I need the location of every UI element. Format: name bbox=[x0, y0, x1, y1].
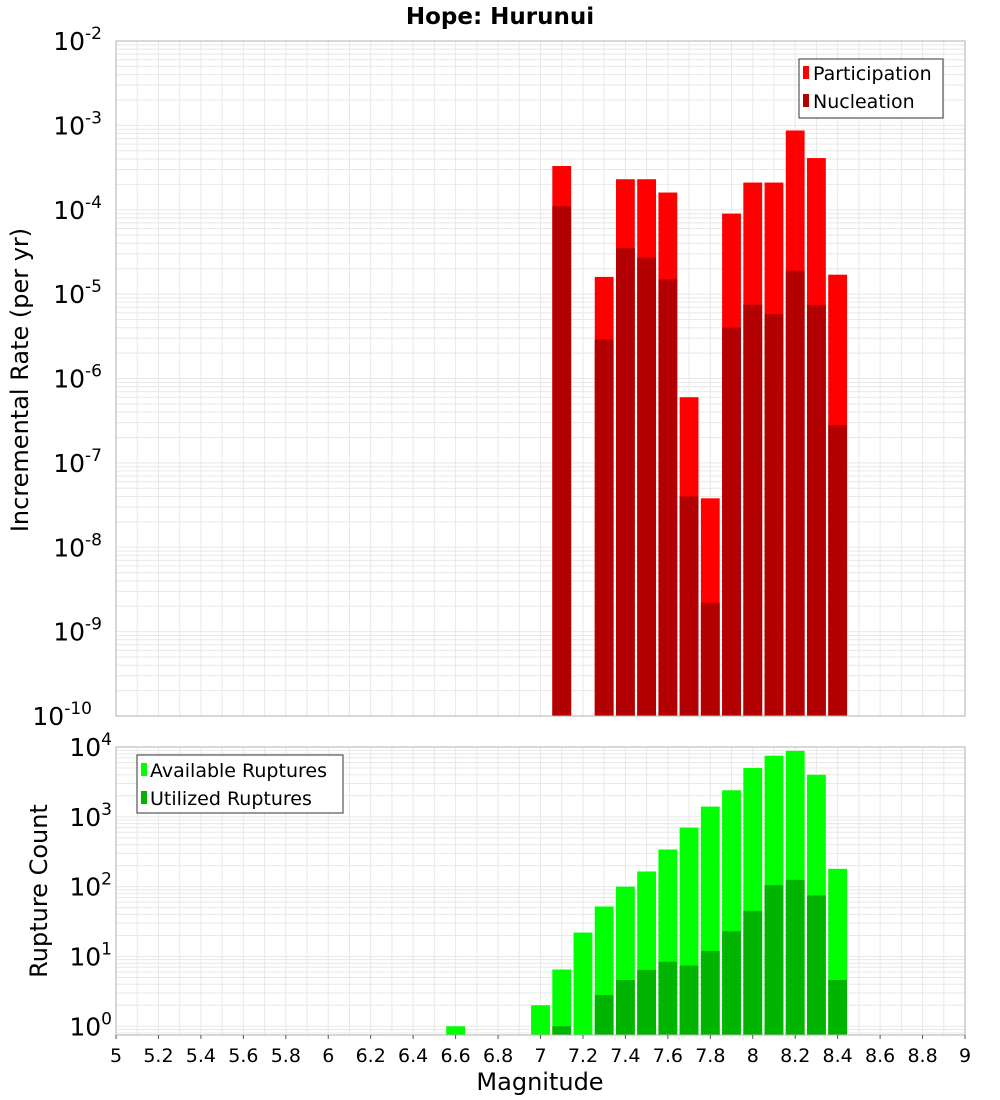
x-tick-label: 6.8 bbox=[483, 1045, 513, 1067]
y-tick-label: 10-9 bbox=[53, 615, 102, 647]
x-tick-label: 9 bbox=[959, 1045, 971, 1067]
bar-nucleation bbox=[785, 270, 805, 716]
x-tick-label: 6.6 bbox=[440, 1045, 470, 1067]
bar-nucleation bbox=[615, 248, 635, 717]
bar-utilized bbox=[807, 895, 826, 1035]
x-tick-label: 5.6 bbox=[228, 1045, 258, 1067]
bar-nucleation bbox=[552, 206, 572, 716]
bar-nucleation bbox=[700, 602, 720, 716]
x-tick-label: 7.4 bbox=[610, 1045, 640, 1067]
x-tick-label: 6.2 bbox=[356, 1045, 386, 1067]
bar-utilized bbox=[615, 980, 635, 1035]
x-tick-label: 5.8 bbox=[271, 1045, 301, 1067]
x-tick-label: 6 bbox=[322, 1045, 334, 1067]
y-tick-label: 10-8 bbox=[53, 530, 102, 562]
x-tick-label: 8.4 bbox=[823, 1045, 853, 1067]
x-tick-label: 8.6 bbox=[865, 1045, 895, 1067]
legend-swatch-available bbox=[141, 763, 147, 776]
y-tick-label: 10-10 bbox=[32, 699, 92, 731]
y-tick-label: 10-5 bbox=[53, 277, 102, 309]
bar-utilized bbox=[700, 950, 720, 1035]
x-tick-label: 7.2 bbox=[568, 1045, 598, 1067]
bar-nucleation bbox=[743, 304, 763, 716]
y-tick-label: 104 bbox=[69, 730, 112, 762]
legend-swatch-utilized bbox=[141, 791, 147, 804]
plot-frame bbox=[115, 40, 966, 717]
x-tick-label: 7.6 bbox=[653, 1045, 683, 1067]
y-tick-label: 100 bbox=[69, 1009, 112, 1041]
bar-nucleation bbox=[722, 327, 741, 716]
legend-label-participation: Participation bbox=[813, 63, 932, 85]
bar-utilized bbox=[552, 1026, 572, 1035]
x-axis-label: Magnitude bbox=[476, 1068, 603, 1096]
y-tick-label: 10-2 bbox=[53, 24, 102, 56]
bar-nucleation bbox=[679, 496, 699, 716]
bar-available bbox=[552, 969, 572, 1035]
x-tick-label: 5 bbox=[110, 1045, 122, 1067]
x-tick-label: 7 bbox=[534, 1045, 546, 1067]
x-tick-label: 6.4 bbox=[398, 1045, 428, 1067]
bar-nucleation bbox=[828, 425, 848, 716]
legend-label-utilized: Utilized Ruptures bbox=[150, 788, 312, 810]
bar-nucleation bbox=[764, 314, 784, 716]
count-panel: 100 101 102 103 104 5 5.2 5.4 5.6 5.8 6 6.2 6.4 6.6 6.… bbox=[69, 730, 971, 1067]
legend-box bbox=[798, 58, 944, 119]
x-tick-label: 8.2 bbox=[780, 1045, 810, 1067]
y-tick-label: 10-3 bbox=[53, 108, 102, 140]
bar-utilized bbox=[764, 885, 784, 1035]
bar-available bbox=[573, 932, 593, 1035]
bar-utilized bbox=[785, 879, 805, 1035]
bar-utilized bbox=[828, 980, 848, 1035]
bar-nucleation bbox=[807, 305, 826, 716]
bottom-y-axis-label: Rupture Count bbox=[25, 804, 53, 978]
x-tick-label: 5.2 bbox=[143, 1045, 173, 1067]
bar-utilized bbox=[743, 910, 763, 1035]
legend-box bbox=[136, 754, 344, 814]
rate-legend: Participation Nucleation bbox=[798, 58, 944, 119]
y-tick-label: 101 bbox=[69, 939, 112, 971]
bar-nucleation bbox=[637, 257, 657, 716]
legend-swatch-participation bbox=[803, 66, 809, 79]
legend-label-available: Available Ruptures bbox=[150, 760, 327, 782]
x-tick-label: 5.4 bbox=[186, 1045, 216, 1067]
y-tick-label: 10-7 bbox=[53, 446, 102, 478]
chart-title: Hope: Hurunui bbox=[406, 4, 594, 30]
x-tick-label: 8 bbox=[747, 1045, 759, 1067]
top-y-axis-label: Incremental Rate (per yr) bbox=[6, 228, 34, 532]
bar-utilized bbox=[637, 969, 657, 1035]
x-tick-label: 7.8 bbox=[695, 1045, 725, 1067]
y-tick-label: 102 bbox=[69, 870, 112, 902]
bar-utilized bbox=[594, 995, 614, 1035]
y-tick-label: 103 bbox=[69, 800, 112, 832]
rate-panel: 10-10 10-9 10-8 10-7 10-6 10-5 10-4 10-3 10-2 bbox=[32, 24, 966, 731]
y-tick-label: 10-6 bbox=[53, 362, 102, 394]
bar-utilized bbox=[722, 931, 741, 1035]
bar-utilized bbox=[658, 961, 678, 1035]
bar-available bbox=[446, 1026, 466, 1035]
bar-nucleation bbox=[594, 339, 614, 716]
y-tick-label: 10-4 bbox=[53, 193, 102, 225]
count-legend: Available Ruptures Utilized Ruptures bbox=[136, 754, 344, 814]
legend-swatch-nucleation bbox=[803, 94, 809, 107]
bar-nucleation bbox=[658, 279, 678, 716]
bar-available bbox=[531, 1005, 550, 1035]
x-tick-label: 8.8 bbox=[907, 1045, 937, 1067]
legend-label-nucleation: Nucleation bbox=[813, 91, 915, 113]
bar-utilized bbox=[679, 965, 699, 1035]
